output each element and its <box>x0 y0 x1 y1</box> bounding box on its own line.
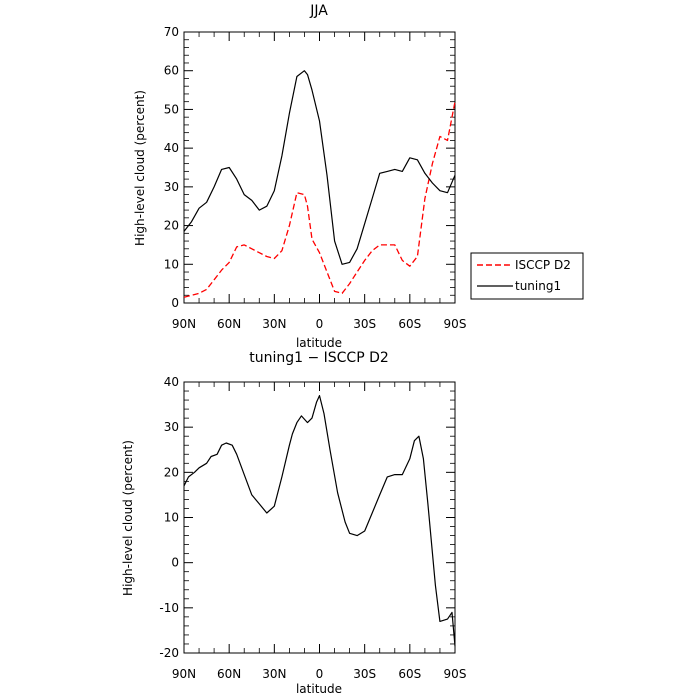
top-plot-frame <box>183 31 456 304</box>
legend-tuning1-label: tuning1 <box>515 279 561 293</box>
top-y-ticklabel: 40 <box>164 141 179 155</box>
bottom-x-axis-label: latitude <box>296 682 342 696</box>
bottom-y-ticklabel: 40 <box>164 375 179 389</box>
panel-top: JJA 90N 60N 30N 0 30S 60S 90S 010203040506070 … <box>133 3 584 350</box>
legend-isccp-label: ISCCP D2 <box>515 258 571 272</box>
top-plot <box>183 31 456 304</box>
bottom-x-ticklabel: 30N <box>262 667 286 681</box>
top-y-ticklabel: 50 <box>164 102 179 116</box>
top-y-ticklabel: 70 <box>164 25 179 39</box>
panel-bottom: tuning1 − ISCCP D2 90N 60N 30N 0 30S 60S 90S -… <box>121 350 466 696</box>
top-x-ticklabel: 90N <box>172 317 196 331</box>
bottom-y-ticklabel: 10 <box>164 511 179 525</box>
top-x-ticklabel: 30S <box>353 317 376 331</box>
top-x-ticklabels: 90N 60N 30N 0 30S 60S 90S <box>172 317 467 331</box>
bottom-y-ticklabels: -20 -10 0 10 20 30 40 <box>159 375 179 660</box>
legend-box <box>470 252 584 300</box>
bottom-x-ticklabel: 90S <box>444 667 467 681</box>
top-x-ticklabel: 60N <box>217 317 241 331</box>
top-x-ticklabel: 0 <box>316 317 324 331</box>
top-x-ticklabel: 60S <box>398 317 421 331</box>
bottom-y-axis-label: High-level cloud (percent) <box>121 440 135 596</box>
bottom-x-ticklabel: 0 <box>316 667 324 681</box>
top-y-ticklabel: 60 <box>164 64 179 78</box>
bottom-y-ticklabel: -10 <box>159 601 179 615</box>
bottom-x-ticklabels: 90N 60N 30N 0 30S 60S 90S <box>172 667 467 681</box>
top-y-ticklabel: 20 <box>164 219 179 233</box>
bottom-y-ticklabel: 30 <box>164 420 179 434</box>
bottom-y-ticklabel: 20 <box>164 465 179 479</box>
bottom-x-ticklabel: 60N <box>217 667 241 681</box>
top-x-ticklabel: 30N <box>262 317 286 331</box>
bottom-x-ticklabel: 30S <box>353 667 376 681</box>
top-y-axis-label: High-level cloud (percent) <box>133 90 147 246</box>
bottom-x-ticklabel: 90N <box>172 667 196 681</box>
top-y-ticklabel: 10 <box>164 257 179 271</box>
top-x-ticklabel: 90S <box>444 317 467 331</box>
bottom-x-ticklabel: 60S <box>398 667 421 681</box>
top-title: JJA <box>309 3 328 19</box>
top-x-axis-label: latitude <box>296 336 342 350</box>
top-series-line-tuning1 <box>183 70 456 265</box>
bottom-title: tuning1 − ISCCP D2 <box>249 350 389 366</box>
top-y-ticklabels: 0 10 20 30 40 50 60 70 <box>164 25 179 310</box>
bottom-y-ticklabel: 0 <box>171 556 179 570</box>
legend: ISCCP D2 tuning1 <box>470 252 584 300</box>
top-y-ticklabel: 30 <box>164 180 179 194</box>
bottom-series-line-0 <box>183 395 456 647</box>
bottom-plot-frame <box>183 381 456 654</box>
bottom-plot <box>183 381 456 654</box>
bottom-y-ticklabel: -20 <box>159 646 179 660</box>
top-series-line-isccp-d2 <box>183 101 456 298</box>
top-y-ticklabel: 0 <box>171 296 179 310</box>
